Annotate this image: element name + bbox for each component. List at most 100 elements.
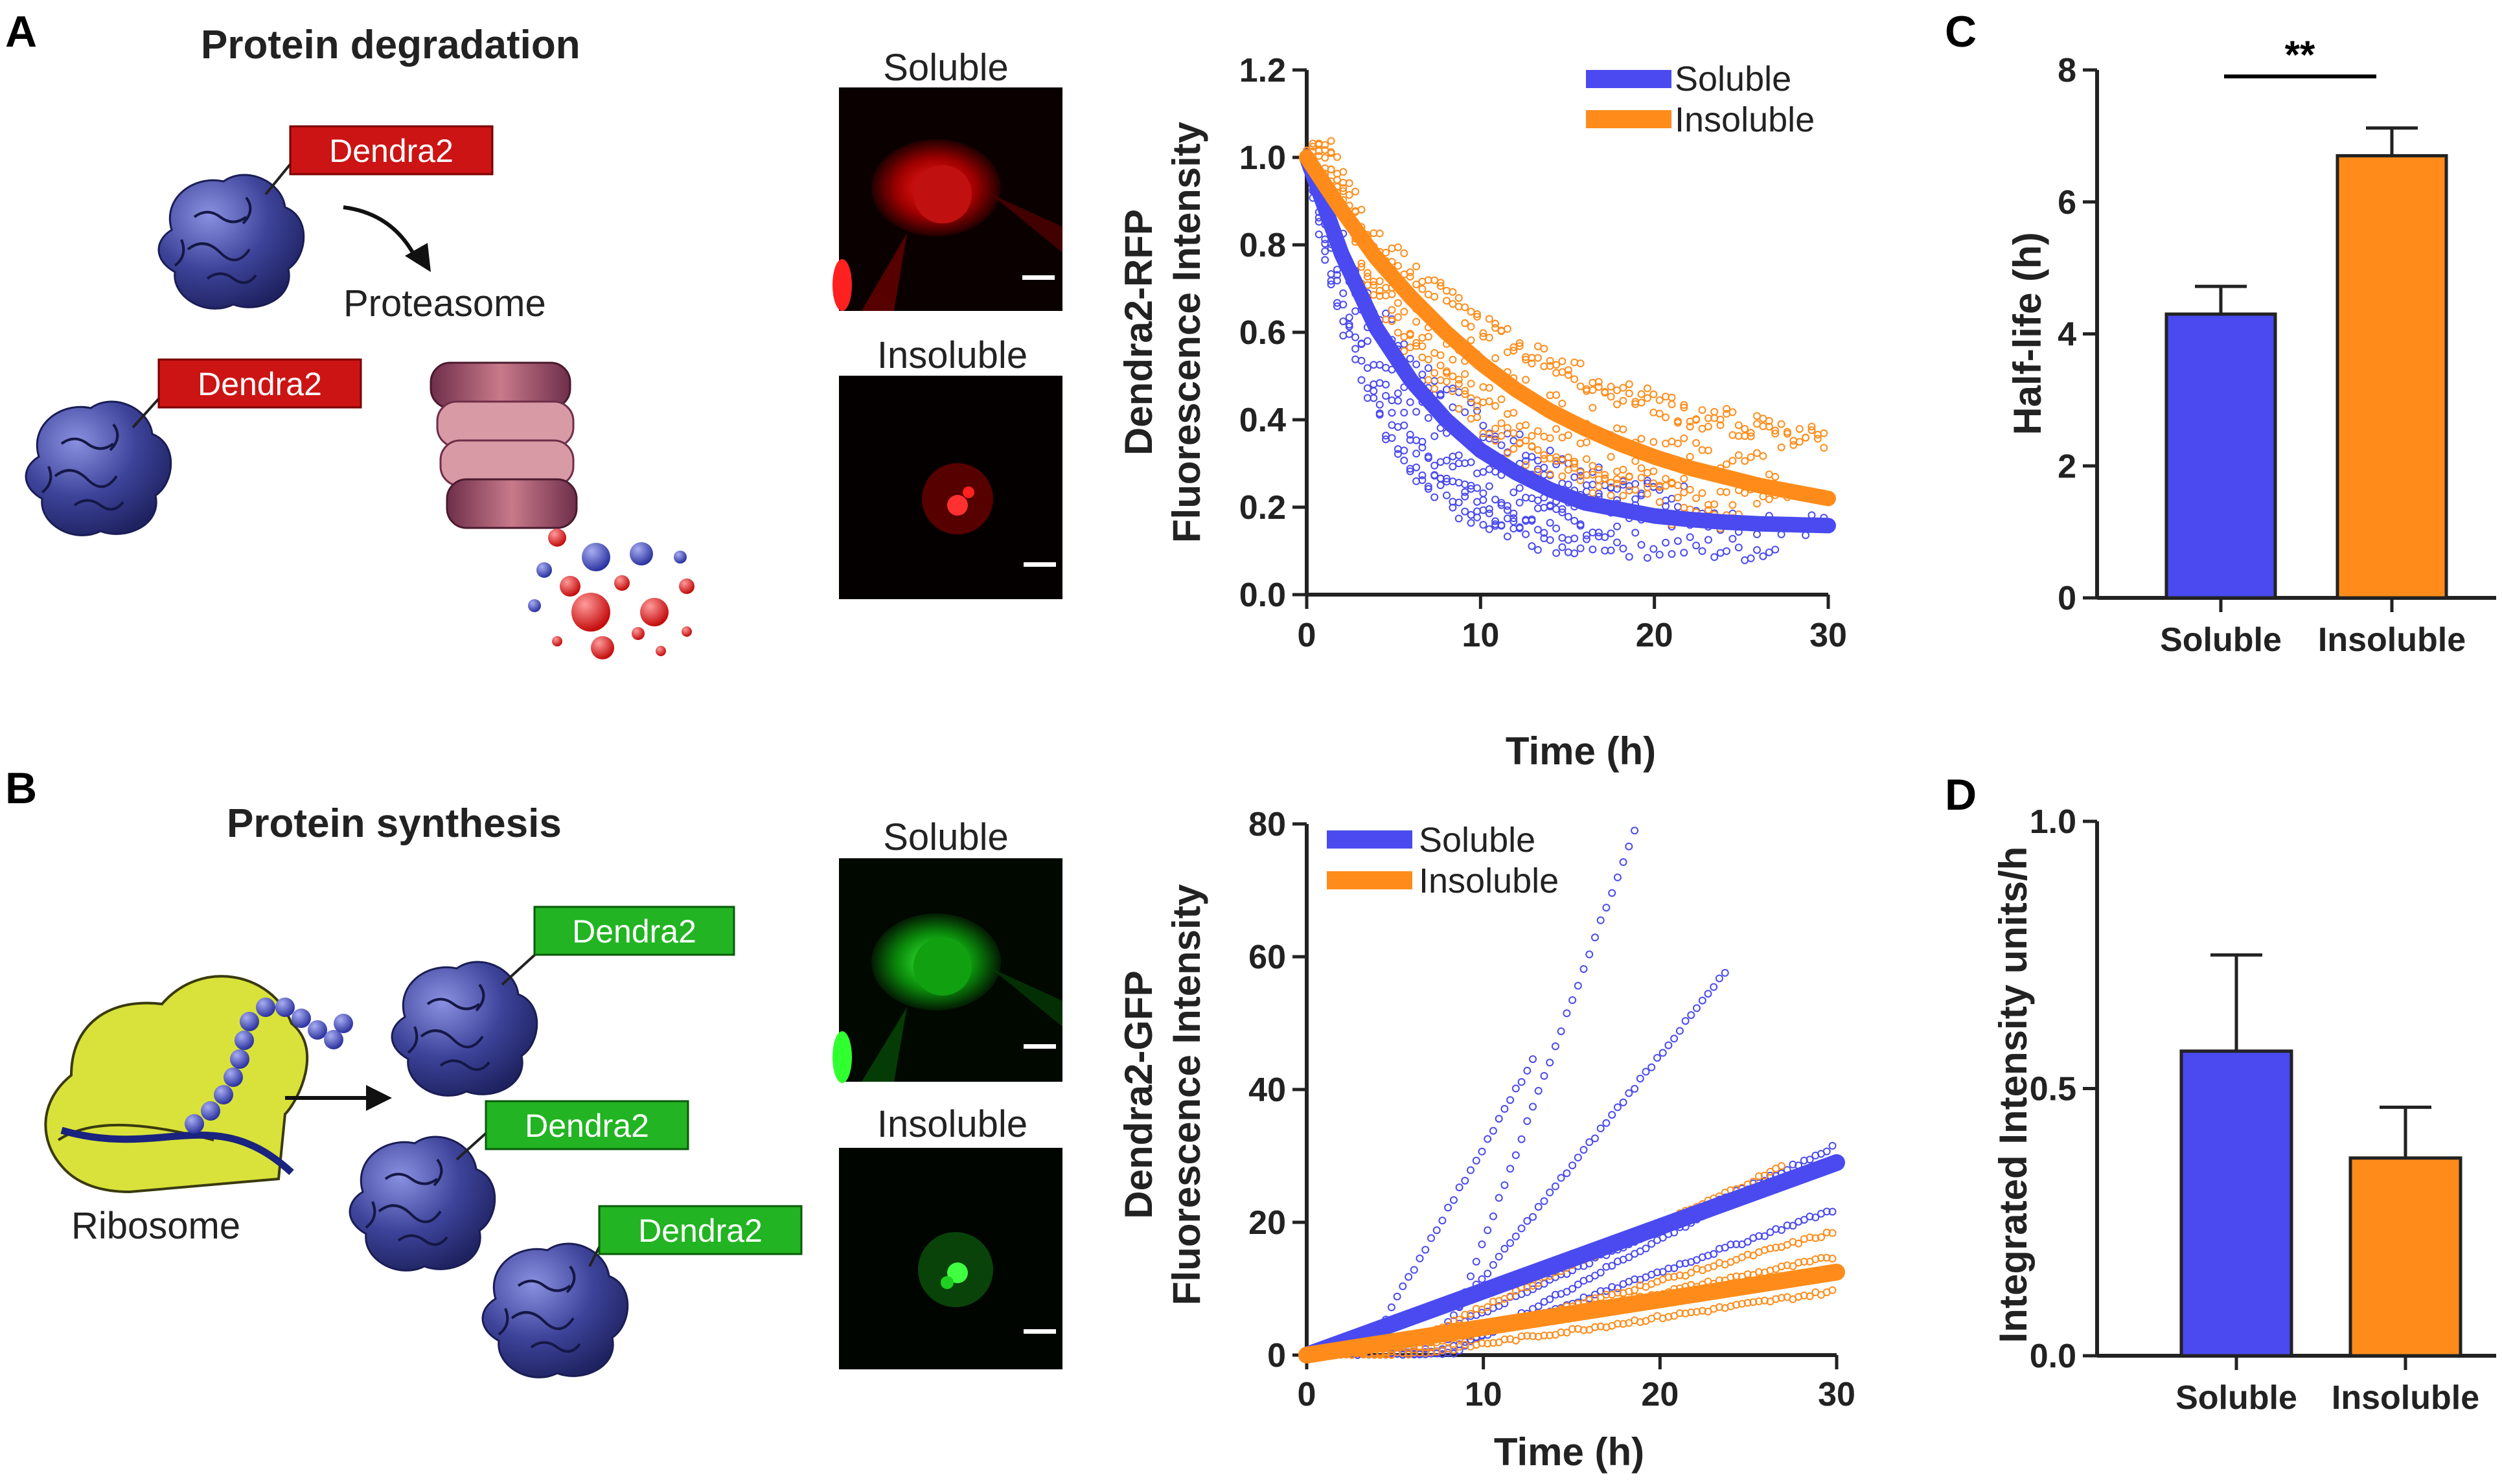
dendra2-tag	[289, 125, 494, 176]
data-point-soluble	[1399, 1282, 1407, 1290]
data-point-soluble	[1574, 1154, 1582, 1161]
data-point-insoluble	[1673, 417, 1682, 426]
data-point-insoluble	[1607, 382, 1615, 391]
data-point-insoluble	[1552, 453, 1561, 461]
data-point-soluble	[1619, 544, 1627, 553]
data-point-soluble	[1485, 482, 1493, 490]
panel-label-b: B	[5, 764, 37, 813]
data-point-insoluble	[1345, 179, 1353, 187]
arrow-head-icon	[405, 243, 431, 272]
data-point-insoluble	[1806, 1292, 1814, 1301]
data-point-soluble	[1517, 1135, 1526, 1143]
tag-linker	[455, 1129, 490, 1161]
data-point-soluble	[1412, 463, 1421, 472]
data-point-insoluble	[1443, 378, 1451, 385]
data-point-insoluble	[1749, 1251, 1758, 1260]
data-point-insoluble	[1765, 422, 1773, 431]
legend-label-soluble: Soluble	[1419, 821, 1535, 860]
data-point-soluble	[1728, 534, 1737, 543]
data-point-insoluble	[1759, 452, 1767, 460]
data-point-soluble	[1400, 456, 1408, 464]
data-point-insoluble	[1321, 154, 1329, 162]
data-point-insoluble	[1351, 187, 1360, 196]
data-point-soluble	[1363, 384, 1372, 393]
data-point-soluble	[1375, 411, 1384, 419]
data-point-insoluble	[1594, 466, 1603, 474]
data-point-soluble	[1585, 1138, 1594, 1147]
data-point-insoluble	[1704, 446, 1712, 455]
data-point-insoluble	[1760, 1171, 1769, 1180]
y-axis-label: Integrated Intensity units/h	[1991, 847, 2035, 1343]
data-point-insoluble	[1509, 347, 1518, 355]
data-point-soluble	[1649, 545, 1658, 553]
data-point-insoluble	[1449, 356, 1457, 364]
data-point-soluble	[1766, 1228, 1774, 1237]
data-point-soluble	[1658, 1049, 1667, 1057]
legend-label-insoluble: Insoluble	[1419, 862, 1559, 900]
data-point-insoluble	[1461, 387, 1469, 395]
data-point-soluble	[1828, 1141, 1837, 1150]
data-point-insoluble	[1388, 244, 1396, 253]
data-point-soluble	[1753, 530, 1761, 538]
data-point-soluble	[1351, 355, 1360, 363]
data-point-soluble	[1400, 409, 1408, 417]
data-point-soluble	[1430, 432, 1439, 440]
data-point-insoluble	[1808, 426, 1816, 435]
y-tick-label: 0.4	[1239, 402, 1286, 439]
data-point-insoluble	[1680, 475, 1688, 483]
data-point-insoluble	[1515, 339, 1524, 347]
data-point-insoluble	[1410, 1349, 1418, 1357]
data-point-soluble	[1574, 981, 1582, 990]
heading-protein-degradation: Protein degradation	[201, 23, 580, 67]
data-point-insoluble	[1613, 1288, 1622, 1297]
data-point-insoluble	[1800, 1257, 1808, 1266]
data-point-insoluble	[1755, 1268, 1763, 1276]
data-point-insoluble	[1772, 1244, 1780, 1251]
data-point-insoluble	[1589, 378, 1597, 387]
proteasome-label: Proteasome	[343, 282, 546, 325]
data-point-insoluble	[1528, 431, 1536, 440]
data-point-soluble	[1522, 494, 1530, 502]
data-point-insoluble	[1783, 1261, 1791, 1270]
data-point-soluble	[1517, 1078, 1526, 1086]
ribosome-label: Ribosome	[71, 1205, 240, 1247]
data-point-insoluble	[1795, 1239, 1803, 1248]
data-point-insoluble	[1664, 1273, 1673, 1281]
data-point-soluble	[1351, 333, 1360, 341]
data-point-insoluble	[1625, 389, 1633, 398]
data-point-insoluble	[1681, 1309, 1690, 1318]
data-point-insoluble	[1607, 491, 1615, 499]
data-point-soluble	[1472, 1257, 1480, 1266]
dendra2-tag-label: Dendra2	[572, 913, 696, 950]
data-point-insoluble	[1734, 421, 1743, 429]
bar-insoluble	[2348, 1156, 2462, 1358]
data-point-soluble	[1436, 481, 1445, 490]
data-point-insoluble	[1522, 353, 1530, 361]
data-point-soluble	[1412, 477, 1421, 485]
data-point-soluble	[1479, 468, 1487, 476]
panel-label-d: D	[1945, 770, 1977, 819]
data-point-soluble	[1585, 1275, 1594, 1283]
data-point-insoluble	[1564, 431, 1572, 439]
y-tick-label: 1.2	[1239, 52, 1286, 89]
data-point-soluble	[1594, 529, 1603, 537]
data-point-soluble	[1357, 356, 1366, 365]
data-point-insoluble	[1449, 1346, 1458, 1354]
data-point-soluble	[1670, 1034, 1679, 1043]
data-point-insoluble	[1491, 424, 1500, 433]
data-point-soluble	[1619, 1098, 1627, 1106]
data-point-insoluble	[1655, 498, 1664, 507]
data-point-soluble	[1523, 1216, 1532, 1225]
data-point-insoluble	[1686, 422, 1694, 431]
data-point-soluble	[1449, 1349, 1458, 1358]
data-point-soluble	[1375, 400, 1384, 409]
data-point-soluble	[1602, 904, 1611, 912]
data-point-soluble	[1449, 384, 1457, 393]
data-point-insoluble	[1704, 422, 1712, 431]
data-point-soluble	[1631, 1084, 1639, 1093]
data-point-insoluble	[1753, 449, 1761, 457]
data-point-soluble	[1608, 889, 1616, 897]
data-point-insoluble	[1427, 1348, 1435, 1356]
data-point-soluble	[1664, 1041, 1673, 1049]
data-point-insoluble	[1680, 488, 1688, 497]
